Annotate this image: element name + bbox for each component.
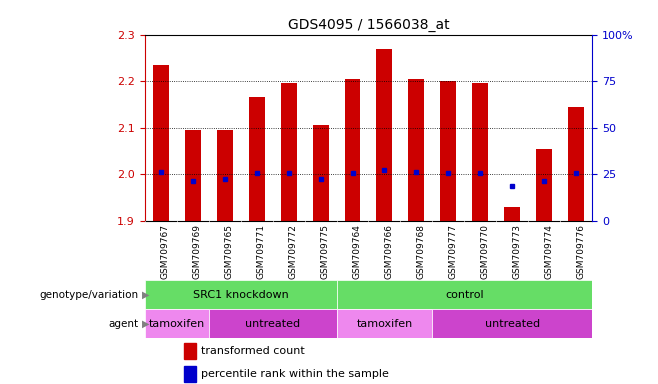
Text: GSM709777: GSM709777 — [448, 224, 457, 279]
Title: GDS4095 / 1566038_at: GDS4095 / 1566038_at — [288, 18, 449, 32]
Bar — [184, 366, 196, 382]
Text: ▶: ▶ — [141, 290, 149, 300]
Text: GSM709774: GSM709774 — [544, 224, 553, 279]
Text: ▶: ▶ — [141, 318, 149, 329]
Bar — [409, 79, 424, 221]
Text: genotype/variation: genotype/variation — [39, 290, 138, 300]
Text: tamoxifen: tamoxifen — [357, 318, 413, 329]
Bar — [216, 130, 233, 221]
Bar — [376, 48, 392, 221]
Text: transformed count: transformed count — [201, 346, 305, 356]
Text: percentile rank within the sample: percentile rank within the sample — [201, 369, 389, 379]
Text: GSM709767: GSM709767 — [161, 224, 170, 279]
Text: GSM709766: GSM709766 — [384, 224, 393, 279]
Text: GSM709769: GSM709769 — [193, 224, 202, 279]
Text: GSM709776: GSM709776 — [576, 224, 585, 279]
Text: control: control — [445, 290, 484, 300]
Bar — [569, 107, 584, 221]
Bar — [153, 65, 168, 221]
Bar — [280, 83, 297, 221]
Bar — [209, 309, 336, 338]
Text: untreated: untreated — [485, 318, 540, 329]
Text: GSM709773: GSM709773 — [513, 224, 521, 279]
Text: GSM709768: GSM709768 — [417, 224, 426, 279]
Bar — [145, 309, 209, 338]
Text: GSM709772: GSM709772 — [289, 224, 297, 279]
Bar — [313, 125, 328, 221]
Bar — [536, 149, 552, 221]
Bar — [336, 309, 432, 338]
Bar — [432, 309, 592, 338]
Text: GSM709764: GSM709764 — [353, 224, 361, 279]
Bar — [249, 98, 265, 221]
Text: GSM709771: GSM709771 — [257, 224, 266, 279]
Text: GSM709770: GSM709770 — [480, 224, 490, 279]
Text: untreated: untreated — [245, 318, 300, 329]
Text: SRC1 knockdown: SRC1 knockdown — [193, 290, 288, 300]
Text: agent: agent — [108, 318, 138, 329]
Bar — [345, 79, 361, 221]
Bar — [145, 280, 336, 309]
Bar — [472, 83, 488, 221]
Bar — [440, 81, 457, 221]
Text: tamoxifen: tamoxifen — [149, 318, 205, 329]
Bar — [336, 280, 592, 309]
Text: GSM709775: GSM709775 — [320, 224, 330, 279]
Text: GSM709765: GSM709765 — [224, 224, 234, 279]
Bar — [185, 130, 201, 221]
Bar — [504, 207, 520, 221]
Bar — [184, 343, 196, 359]
